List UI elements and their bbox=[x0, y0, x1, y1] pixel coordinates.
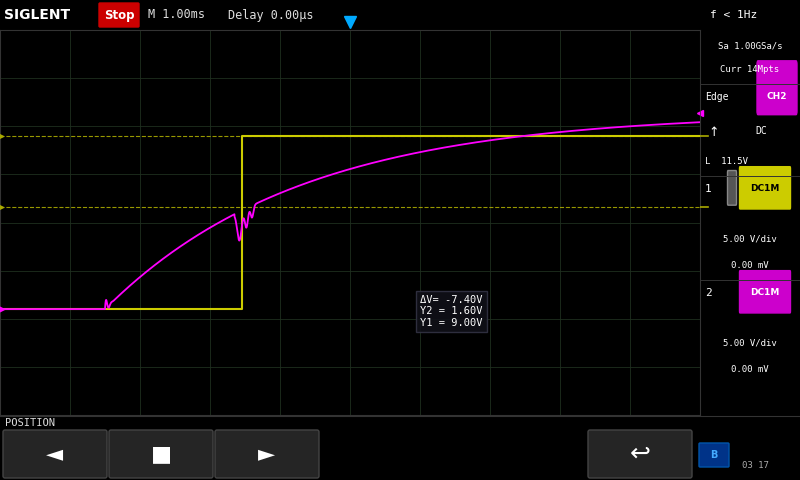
Text: ↑: ↑ bbox=[708, 126, 718, 139]
Text: Sa 1.00GSa/s: Sa 1.00GSa/s bbox=[718, 42, 782, 50]
Text: L  11.5V: L 11.5V bbox=[705, 157, 748, 166]
Text: 5.00 V/div: 5.00 V/div bbox=[723, 234, 777, 243]
FancyBboxPatch shape bbox=[727, 170, 737, 205]
Text: Stop: Stop bbox=[104, 9, 134, 22]
Text: CH2: CH2 bbox=[766, 92, 787, 101]
Text: POSITION: POSITION bbox=[5, 418, 55, 428]
Text: B: B bbox=[710, 450, 718, 460]
Text: DC1M: DC1M bbox=[750, 288, 780, 297]
Text: 0.00 mV: 0.00 mV bbox=[731, 261, 769, 270]
Text: 5.00 V/div: 5.00 V/div bbox=[723, 338, 777, 347]
FancyBboxPatch shape bbox=[215, 430, 319, 478]
Text: DC: DC bbox=[755, 126, 766, 136]
Text: ◄: ◄ bbox=[46, 444, 63, 464]
Text: Edge: Edge bbox=[705, 92, 729, 102]
FancyBboxPatch shape bbox=[739, 271, 790, 313]
Text: 2: 2 bbox=[705, 288, 712, 298]
FancyBboxPatch shape bbox=[699, 443, 729, 467]
FancyBboxPatch shape bbox=[739, 167, 790, 209]
Text: 1: 1 bbox=[705, 184, 712, 194]
Text: f < 1Hz: f < 1Hz bbox=[710, 10, 758, 20]
Text: Delay 0.00µs: Delay 0.00µs bbox=[228, 9, 314, 22]
Text: ■: ■ bbox=[150, 444, 171, 464]
Text: 0.00 mV: 0.00 mV bbox=[731, 365, 769, 374]
FancyBboxPatch shape bbox=[109, 430, 213, 478]
FancyBboxPatch shape bbox=[757, 61, 797, 115]
Text: ΔV= -7.40V
Y2 = 1.60V
Y1 = 9.00V: ΔV= -7.40V Y2 = 1.60V Y1 = 9.00V bbox=[420, 295, 482, 328]
Text: ↩: ↩ bbox=[630, 442, 650, 466]
Text: SIGLENT: SIGLENT bbox=[4, 8, 70, 22]
FancyBboxPatch shape bbox=[99, 3, 139, 27]
Text: ►: ► bbox=[258, 444, 275, 464]
Text: 03 17: 03 17 bbox=[742, 461, 769, 470]
Text: Curr 14Mpts: Curr 14Mpts bbox=[721, 65, 779, 73]
FancyBboxPatch shape bbox=[588, 430, 692, 478]
Text: M 1.00ms: M 1.00ms bbox=[148, 9, 205, 22]
Text: DC1M: DC1M bbox=[750, 184, 780, 193]
FancyBboxPatch shape bbox=[3, 430, 107, 478]
